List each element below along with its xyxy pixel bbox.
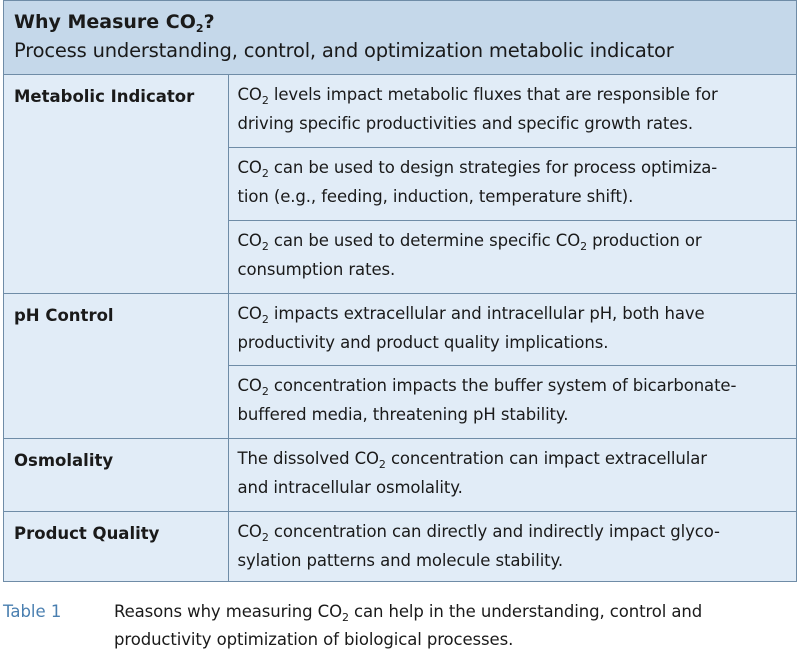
description-line: CO2 concentration impacts the buffer sys… [237, 375, 737, 398]
caption-line: Reasons why measuring CO2 can help in th… [114, 602, 703, 624]
description-line: consumption rates. [237, 259, 396, 279]
table-row: Osmolality The dissolved CO2 concentrati… [4, 438, 796, 512]
table-row: pH Control CO2 impacts extracellular and… [4, 293, 796, 439]
description-line: sylation patterns and molecule stability… [237, 550, 564, 570]
category-ph-control: pH Control [4, 293, 229, 439]
table-subtitle: Process understanding, control, and opti… [14, 39, 674, 62]
description-line: buffered media, threatening pH stability… [237, 404, 569, 424]
category-metabolic-indicator: Metabolic Indicator [4, 75, 229, 294]
table-row: Product Quality CO2 concentration can di… [4, 511, 796, 581]
title-subscript: 2 [195, 22, 204, 35]
title-question-mark: ? [203, 11, 215, 33]
description-line: The dissolved CO2 concentration can impa… [237, 448, 708, 471]
table-row: CO2 concentration impacts the buffer sys… [4, 365, 796, 439]
description-line: CO2 can be used to determine specific CO… [237, 230, 702, 253]
caption-number: Table 1 [3, 602, 62, 621]
description-line: productivity and product quality implica… [237, 332, 609, 352]
description-line: CO2 can be used to design strategies for… [237, 157, 718, 180]
table-row: Metabolic Indicator CO2 levels impact me… [4, 75, 796, 294]
description-cell: CO2 levels impact metabolic fluxes that … [228, 75, 796, 148]
reasons-grid: Metabolic Indicator CO2 levels impact me… [4, 75, 796, 581]
table-caption: Table 1 Reasons why measuring CO2 can he… [3, 598, 797, 658]
co2-reasons-table: Why Measure CO2? Process understanding, … [3, 0, 797, 582]
description-line: and intracellular osmolality. [237, 477, 463, 497]
description-line: driving specific productivities and spec… [237, 114, 694, 133]
description-cell: CO2 can be used to design strategies for… [228, 147, 796, 221]
description-line: CO2 impacts extracellular and intracellu… [237, 303, 705, 326]
table-title: Why Measure CO2? [14, 9, 786, 36]
description-line: CO2 levels impact metabolic fluxes that … [237, 85, 718, 107]
description-cell: CO2 can be used to determine specific CO… [228, 220, 796, 294]
description-cell: CO2 concentration can directly and indir… [228, 511, 796, 581]
title-text: Why Measure CO [14, 11, 196, 33]
description-cell: CO2 concentration impacts the buffer sys… [228, 365, 796, 439]
table-row: CO2 can be used to design strategies for… [4, 147, 796, 221]
description-line: tion (e.g., feeding, induction, temperat… [237, 186, 634, 206]
table-header: Why Measure CO2? Process understanding, … [4, 1, 796, 75]
table-row: CO2 can be used to determine specific CO… [4, 220, 796, 294]
category-product-quality: Product Quality [4, 511, 229, 581]
description-cell: CO2 impacts extracellular and intracellu… [228, 293, 796, 366]
description-line: CO2 concentration can directly and indir… [237, 521, 721, 544]
caption-text: Reasons why measuring CO2 can help in th… [114, 598, 702, 654]
caption-line: productivity optimization of biological … [114, 630, 514, 649]
category-osmolality: Osmolality [4, 438, 229, 512]
description-cell: The dissolved CO2 concentration can impa… [228, 438, 796, 512]
